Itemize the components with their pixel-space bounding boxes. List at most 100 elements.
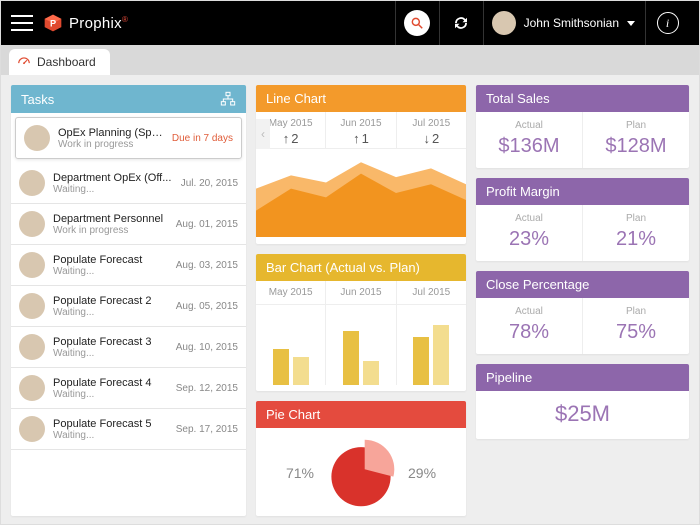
task-row[interactable]: Department OpEx (Off... Waiting... Jul. …	[11, 163, 246, 204]
tab-row: Dashboard	[1, 45, 699, 75]
line-chart-months: May 2015 ↑2Jun 2015 ↑1Jul 2015 ↓2	[256, 112, 466, 149]
month-delta: ↓2	[397, 131, 466, 146]
pie-chart-title: Pie Chart	[266, 407, 320, 422]
kpi-value: 75%	[583, 321, 689, 344]
line-chart-svg	[256, 149, 466, 237]
task-due: Jul. 20, 2015	[181, 178, 238, 189]
info-button[interactable]: i	[645, 1, 689, 45]
tasks-card: Tasks OpEx Planning (Spark... Work in pr…	[11, 85, 246, 516]
task-row[interactable]: Populate Forecast 5 Waiting... Sep. 17, …	[11, 409, 246, 450]
tab-dashboard[interactable]: Dashboard	[9, 49, 110, 75]
brand-logo-icon: P	[43, 13, 63, 33]
task-row[interactable]: Populate Forecast 2 Waiting... Aug. 05, …	[11, 286, 246, 327]
avatar	[19, 375, 45, 401]
task-list: OpEx Planning (Spark... Work in progress…	[11, 113, 246, 516]
task-row[interactable]: Populate Forecast 3 Waiting... Aug. 10, …	[11, 327, 246, 368]
pie-chart-header: Pie Chart	[256, 401, 466, 428]
month-label: Jun 2015	[326, 287, 395, 298]
bar	[413, 337, 429, 385]
pie-right-label: 29%	[408, 465, 436, 481]
bar-month[interactable]: May 2015	[256, 281, 326, 304]
task-due: Aug. 01, 2015	[176, 219, 238, 230]
kpi-label: Actual	[476, 213, 582, 224]
avatar	[19, 252, 45, 278]
bar-chart-card: Bar Chart (Actual vs. Plan) May 2015Jun …	[256, 254, 466, 391]
month-label: Jul 2015	[397, 118, 466, 129]
refresh-icon	[452, 14, 470, 32]
search-button[interactable]	[395, 1, 439, 45]
info-icon: i	[657, 12, 679, 34]
task-status: Waiting...	[53, 389, 172, 400]
kpi-card: Profit MarginActual 23%Plan 21%	[476, 178, 689, 261]
task-status: Waiting...	[53, 348, 172, 359]
kpi-label: Plan	[583, 120, 689, 131]
bar-month[interactable]: Jun 2015	[326, 281, 396, 304]
line-chart-area: ‹	[256, 149, 466, 237]
brand[interactable]: P Prophix®	[43, 13, 128, 33]
kpi-pair: Actual $136MPlan $128M	[476, 112, 689, 168]
bar	[433, 325, 449, 385]
kpi-card: Close PercentageActual 78%Plan 75%	[476, 271, 689, 354]
kpi-header: Profit Margin	[476, 178, 689, 205]
avatar	[19, 293, 45, 319]
kpi-value: 23%	[476, 228, 582, 251]
app-frame: P Prophix® John Smithsonian i	[0, 0, 700, 525]
task-title: Populate Forecast 5	[53, 418, 172, 430]
user-menu[interactable]: John Smithsonian	[483, 1, 645, 45]
refresh-button[interactable]	[439, 1, 483, 45]
task-due: Sep. 17, 2015	[176, 424, 238, 435]
kpi-pair: Actual 23%Plan 21%	[476, 205, 689, 261]
task-due: Aug. 05, 2015	[176, 301, 238, 312]
kpi-header: Pipeline	[476, 364, 689, 391]
line-month[interactable]: Jun 2015 ↑1	[326, 112, 396, 148]
bar	[363, 361, 379, 385]
kpi-value: 78%	[476, 321, 582, 344]
avatar	[19, 211, 45, 237]
kpi-cell: Plan 21%	[583, 205, 689, 261]
kpi-label: Plan	[583, 306, 689, 317]
user-name: John Smithsonian	[524, 16, 619, 30]
dashboard-main: Tasks OpEx Planning (Spark... Work in pr…	[1, 75, 699, 525]
task-row[interactable]: Populate Forecast 4 Waiting... Sep. 12, …	[11, 368, 246, 409]
pie-chart-body: 71% 29%	[256, 428, 466, 516]
kpi-value: $128M	[583, 135, 689, 158]
task-row[interactable]: Department Personnel Work in progress Au…	[11, 204, 246, 245]
scroll-left-button[interactable]: ‹	[256, 119, 270, 149]
line-month[interactable]: Jul 2015 ↓2	[397, 112, 466, 148]
month-label: Jun 2015	[326, 118, 395, 129]
pie-left-label: 71%	[286, 465, 314, 481]
kpi-header: Total Sales	[476, 85, 689, 112]
kpi-label: Actual	[476, 120, 582, 131]
kpi-header: Close Percentage	[476, 271, 689, 298]
pie-chart-svg	[324, 436, 398, 510]
avatar	[19, 416, 45, 442]
org-chart-icon[interactable]	[220, 91, 236, 107]
kpi-cell: Plan $128M	[583, 112, 689, 168]
task-due: Sep. 12, 2015	[176, 383, 238, 394]
task-title: Populate Forecast	[53, 254, 172, 266]
task-title: Populate Forecast 3	[53, 336, 172, 348]
menu-icon[interactable]	[11, 12, 33, 34]
kpi-value: $25M	[476, 391, 689, 439]
pie-chart-card: Pie Chart 71% 29%	[256, 401, 466, 516]
task-status: Waiting...	[53, 266, 172, 277]
topbar: P Prophix® John Smithsonian i	[1, 1, 699, 45]
avatar	[19, 334, 45, 360]
kpi-value: $136M	[476, 135, 582, 158]
task-row[interactable]: Populate Forecast Waiting... Aug. 03, 20…	[11, 245, 246, 286]
bar-month[interactable]: Jul 2015	[397, 281, 466, 304]
task-status: Waiting...	[53, 307, 172, 318]
bar-chart-header: Bar Chart (Actual vs. Plan)	[256, 254, 466, 281]
task-title: Department OpEx (Off...	[53, 172, 177, 184]
task-row[interactable]: OpEx Planning (Spark... Work in progress…	[15, 117, 242, 159]
bar-chart-title: Bar Chart (Actual vs. Plan)	[266, 260, 420, 275]
task-status: Work in progress	[53, 225, 172, 236]
month-label: May 2015	[256, 287, 325, 298]
task-status: Waiting...	[53, 184, 177, 195]
bar-chart-months: May 2015Jun 2015Jul 2015	[256, 281, 466, 305]
task-title: Populate Forecast 4	[53, 377, 172, 389]
task-due: Due in 7 days	[172, 133, 233, 144]
bar	[293, 357, 309, 385]
kpi-card: Pipeline$25M	[476, 364, 689, 439]
search-icon	[410, 16, 424, 30]
